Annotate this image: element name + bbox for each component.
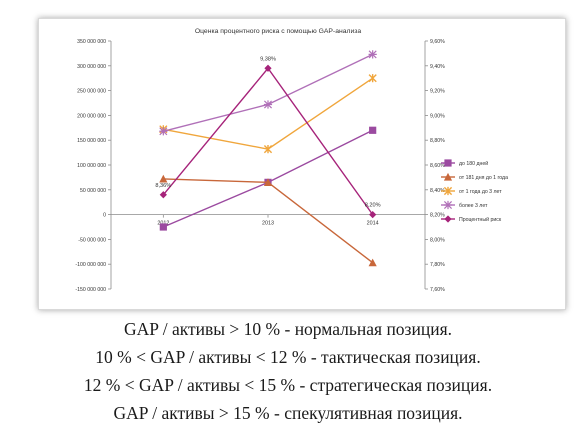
y2-tick-label: 7,80% <box>430 262 445 268</box>
legend-label: от 181 дня до 1 года <box>459 175 508 181</box>
legend-label: Процентный риск <box>459 216 502 223</box>
series-4-point <box>369 211 377 219</box>
y2-tick-label: 8,60% <box>430 163 445 169</box>
y2-tick-label: 8,40% <box>430 188 445 194</box>
legend-label: до 180 дней <box>459 160 488 167</box>
y-tick-label: 350 000 000 <box>77 39 106 45</box>
y2-tick-label: 7,60% <box>430 287 445 293</box>
chart-title: Оценка процентного риска с помощью GAP-а… <box>195 28 362 35</box>
legend-marker <box>443 200 453 210</box>
legend-marker <box>443 186 453 196</box>
y-tick-label: 100 000 000 <box>77 163 106 169</box>
caption-line-tactical: 10 % < GAP / активы < 12 % - тактическая… <box>95 347 481 367</box>
y-tick-label: 250 000 000 <box>77 89 106 95</box>
series-4-point <box>159 191 167 199</box>
y-tick-label: -50 000 000 <box>78 237 106 243</box>
y2-tick-label: 9,60% <box>430 39 445 45</box>
series-1-point <box>159 174 168 183</box>
y2-tick-label: 8,00% <box>430 237 445 243</box>
y-tick-label: 300 000 000 <box>77 64 106 70</box>
caption-line-strategic: 12 % < GAP / активы < 15 % - стратегичес… <box>83 375 493 395</box>
y2-tick-label: 9,40% <box>430 64 445 70</box>
caption-block: GAP / активы > 10 % - нормальная позиция… <box>0 315 576 427</box>
legend-marker <box>444 215 452 223</box>
y-tick-label: -100 000 000 <box>75 262 106 268</box>
series-1-point <box>263 178 273 186</box>
legend-label: более 3 лет <box>459 203 488 209</box>
series-line-4 <box>162 67 374 216</box>
legend-label: от 1 года до 3 лет <box>459 189 502 195</box>
data-label: 8,20% <box>365 203 381 209</box>
x-tick-label: 2013 <box>262 221 274 227</box>
y-tick-label: 150 000 000 <box>77 138 106 144</box>
series-2-point <box>263 145 273 154</box>
y2-tick-label: 8,80% <box>430 138 445 144</box>
chart-frame: Оценка процентного риска с помощью GAP-а… <box>38 18 566 310</box>
series-3-point <box>159 127 168 136</box>
data-label: 8,36% <box>155 183 171 189</box>
x-tick-label: 2014 <box>367 221 379 227</box>
series-0-point <box>159 223 167 231</box>
y-tick-label: -150 000 000 <box>75 287 106 293</box>
y-tick-label: 0 <box>103 213 106 219</box>
series-0-point <box>369 126 377 134</box>
legend-marker <box>444 159 452 167</box>
gap-analysis-chart: Оценка процентного риска с помощью GAP-а… <box>75 28 508 293</box>
series-2-point <box>368 74 377 83</box>
series-4-point <box>264 64 272 72</box>
series-1-point <box>368 258 377 267</box>
legend-marker <box>443 172 453 181</box>
y-tick-label: 200 000 000 <box>77 113 106 119</box>
series-3-point <box>368 50 377 59</box>
series-line-2 <box>163 77 374 150</box>
y2-tick-label: 9,20% <box>430 89 445 95</box>
y2-tick-label: 9,00% <box>430 113 445 119</box>
y-tick-label: 50 000 000 <box>80 188 106 194</box>
data-label: 9,38% <box>260 56 276 62</box>
caption-line-speculative: GAP / активы > 15 % - спекулятивная пози… <box>113 403 463 423</box>
series-3-point <box>263 100 273 109</box>
caption-line-normal: GAP / активы > 10 % - нормальная позиция… <box>124 319 452 339</box>
y2-tick-label: 8,20% <box>430 213 445 219</box>
